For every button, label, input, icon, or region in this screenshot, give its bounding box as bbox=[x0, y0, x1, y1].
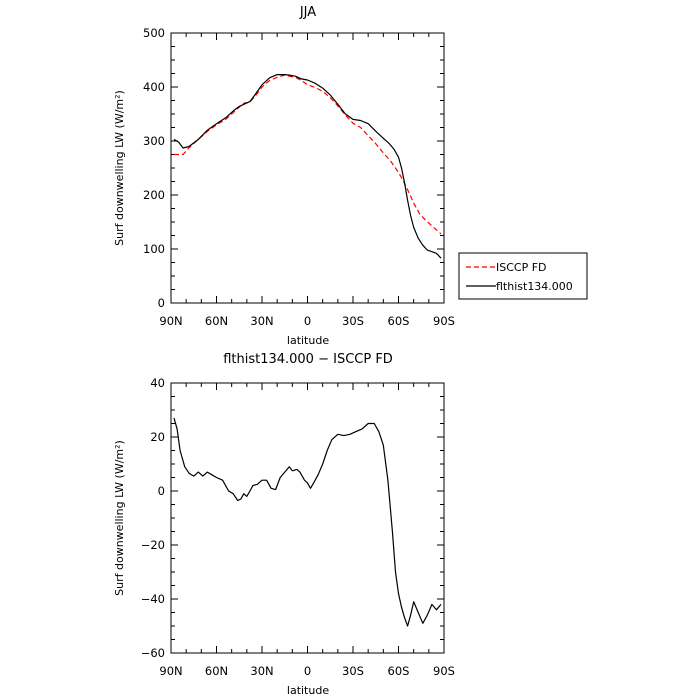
series-line-1 bbox=[173, 73, 442, 259]
x-tick-label: 60N bbox=[205, 314, 228, 328]
panel-bottom-chart: flthist134.000 − ISCCP FD −60 −40 −20 0 20 40… bbox=[113, 352, 455, 697]
top-y-axis-label: Surf downwelling LW (W/m²) bbox=[113, 90, 126, 246]
bottom-y-tick-labels: −60 −40 −20 0 20 40 bbox=[141, 376, 165, 660]
y-tick-label: 40 bbox=[150, 376, 165, 390]
bottom-axis-ticks bbox=[170, 382, 445, 654]
x-tick-label: 90S bbox=[433, 314, 455, 328]
legend-box bbox=[458, 252, 588, 300]
x-tick-label: 0 bbox=[304, 664, 311, 678]
x-tick-label: 30S bbox=[342, 314, 364, 328]
x-tick-label: 90S bbox=[433, 664, 455, 678]
x-tick-label: 30N bbox=[250, 664, 273, 678]
series-line-0 bbox=[174, 74, 442, 235]
x-tick-label: 30N bbox=[250, 314, 273, 328]
y-tick-label: 0 bbox=[158, 484, 165, 498]
x-tick-label: 60S bbox=[388, 314, 410, 328]
y-tick-label: 300 bbox=[143, 134, 165, 148]
legend-label-flthist: flthist134.000 bbox=[496, 280, 573, 293]
x-tick-label: 60N bbox=[205, 664, 228, 678]
bottom-series-lines bbox=[173, 417, 442, 627]
top-chart-title: JJA bbox=[299, 5, 316, 20]
y-tick-label: 400 bbox=[143, 80, 165, 94]
top-x-tick-labels: 90N 60N 30N 0 30S 60S 90S bbox=[159, 314, 455, 328]
top-x-axis-label: latitude bbox=[287, 334, 329, 347]
x-tick-label: 0 bbox=[304, 314, 311, 328]
y-tick-label: 20 bbox=[150, 430, 165, 444]
y-tick-label: 500 bbox=[143, 26, 165, 40]
series-line-0 bbox=[173, 417, 442, 627]
bottom-x-axis-label: latitude bbox=[287, 684, 329, 697]
y-tick-label: −40 bbox=[141, 592, 165, 606]
x-tick-label: 90N bbox=[159, 314, 182, 328]
bottom-chart-title: flthist134.000 − ISCCP FD bbox=[223, 352, 393, 367]
y-tick-label: 200 bbox=[143, 188, 165, 202]
y-tick-label: 100 bbox=[143, 242, 165, 256]
legend-label-isccp: ISCCP FD bbox=[496, 261, 547, 274]
y-tick-label: −60 bbox=[141, 646, 165, 660]
x-tick-label: 90N bbox=[159, 664, 182, 678]
y-tick-label: −20 bbox=[141, 538, 165, 552]
x-tick-label: 30S bbox=[342, 664, 364, 678]
y-tick-label: 0 bbox=[158, 296, 165, 310]
bottom-y-axis-label: Surf downwelling LW (W/m²) bbox=[113, 440, 126, 596]
legend: ISCCP FD flthist134.000 bbox=[458, 252, 588, 300]
top-y-tick-labels: 0 100 200 300 400 500 bbox=[143, 26, 165, 310]
top-axis-ticks bbox=[170, 32, 445, 304]
x-tick-label: 60S bbox=[388, 664, 410, 678]
panel-top-chart: JJA 0 100 200 300 400 500 90N 60N 30N 0 30S 60S 90S… bbox=[113, 5, 455, 347]
top-series-lines bbox=[173, 73, 442, 259]
bottom-x-tick-labels: 90N 60N 30N 0 30S 60S 90S bbox=[159, 664, 455, 678]
top-plot-frame bbox=[170, 32, 445, 304]
